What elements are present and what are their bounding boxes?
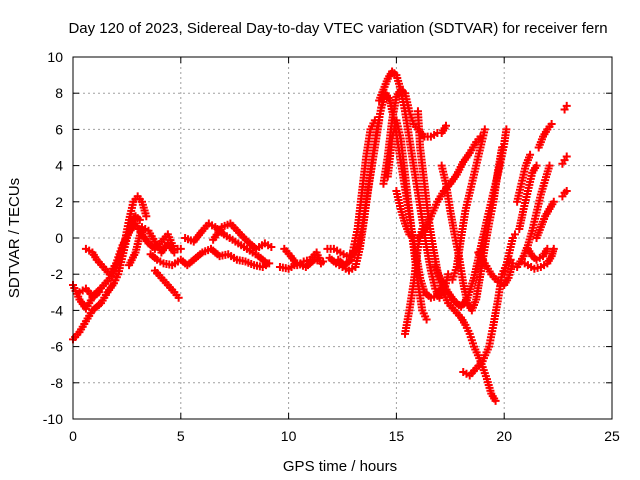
x-tick-label: 10 <box>281 428 297 444</box>
data-point <box>547 119 556 128</box>
data-point <box>502 125 511 134</box>
data-point <box>543 244 552 253</box>
axis-ticks <box>72 56 613 420</box>
chart-title: Day 120 of 2023, Sidereal Day-to-day VTE… <box>68 20 607 37</box>
data-series <box>558 152 571 168</box>
data-point <box>562 101 571 110</box>
y-tick-label: 4 <box>55 158 63 174</box>
y-axis-title: SDTVAR / TECUs <box>6 178 23 298</box>
y-tick-label: 10 <box>47 49 63 65</box>
data-point <box>135 215 144 224</box>
data-series <box>413 107 500 405</box>
y-tick-label: 6 <box>55 121 63 137</box>
data-series <box>437 143 507 315</box>
data-point <box>441 121 450 130</box>
data-point <box>545 161 554 170</box>
x-tick-label: 25 <box>604 428 620 444</box>
data-series <box>532 197 558 242</box>
x-axis-title: GPS time / hours <box>283 458 397 475</box>
data-point <box>263 259 272 268</box>
data-point <box>176 244 185 253</box>
data-point <box>510 230 519 239</box>
data-point <box>562 186 571 195</box>
x-tick-label: 5 <box>177 428 185 444</box>
data-point <box>491 396 500 405</box>
y-tick-label: -6 <box>51 339 64 355</box>
data-series <box>500 230 519 279</box>
data-series <box>150 266 183 302</box>
data-series <box>534 119 556 152</box>
data-point <box>142 212 151 221</box>
data-point <box>480 125 489 134</box>
data-series <box>181 219 272 268</box>
data-series <box>474 248 517 290</box>
data-series <box>146 244 274 271</box>
y-tick-label: -10 <box>43 411 63 427</box>
data-point <box>562 152 571 161</box>
data-series <box>334 116 379 270</box>
data-series <box>125 223 179 270</box>
x-tick-label: 20 <box>496 428 512 444</box>
data-point <box>319 257 328 266</box>
data-series <box>558 186 571 201</box>
y-tick-label: -2 <box>51 266 64 282</box>
y-tick-label: 0 <box>55 230 63 246</box>
y-tick-labels: -10 -8 -6 -4 -2 0 2 4 6 8 10 <box>43 49 63 427</box>
y-tick-label: -4 <box>51 302 64 318</box>
data-points <box>69 67 571 405</box>
data-point <box>498 143 507 152</box>
data-point <box>370 116 379 125</box>
y-tick-label: -8 <box>51 375 64 391</box>
x-tick-labels: 0 5 10 15 20 25 <box>69 428 620 444</box>
data-series <box>513 150 535 206</box>
data-series <box>515 161 541 233</box>
data-point <box>422 315 431 324</box>
y-tick-label: 8 <box>55 85 63 101</box>
data-point <box>170 248 179 257</box>
data-series <box>275 255 328 273</box>
data-series <box>523 244 552 264</box>
data-point <box>267 243 276 252</box>
data-point <box>532 161 541 170</box>
y-tick-label: 2 <box>55 194 63 210</box>
x-tick-label: 15 <box>389 428 405 444</box>
data-series <box>209 219 276 253</box>
data-point <box>549 197 558 206</box>
data-point <box>526 150 535 159</box>
data-point <box>174 293 183 302</box>
data-series <box>560 101 571 114</box>
data-series <box>401 224 427 338</box>
x-tick-label: 0 <box>69 428 77 444</box>
